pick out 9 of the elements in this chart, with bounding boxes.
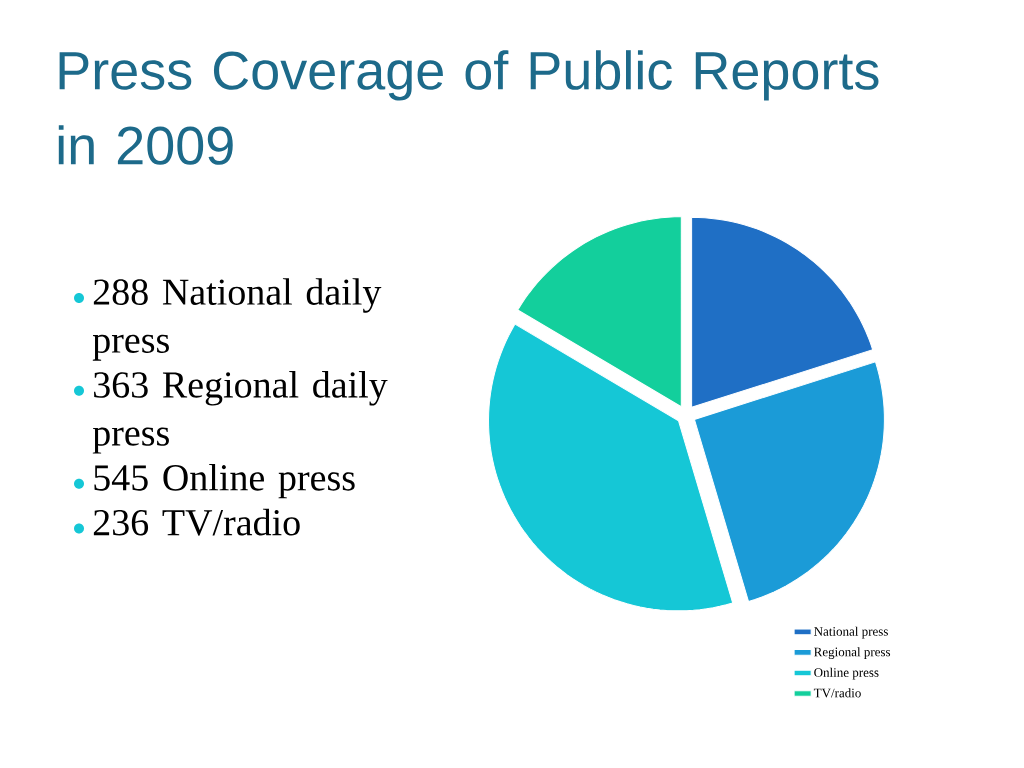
text: 545 Online press	[94, 463, 355, 499]
chart-title: Press Coverage of Public Reports in 2009	[58, 50, 879, 165]
legend-label: Regional press	[814, 647, 891, 660]
text: 363 Regional daily press	[92, 371, 388, 454]
legend-label: National press	[814, 626, 888, 639]
legend-label: TV/radio	[813, 688, 861, 698]
text: 288 National daily press	[92, 278, 382, 361]
text: 236 TV/radio	[93, 508, 300, 536]
legend-label: Online press	[814, 667, 879, 680]
